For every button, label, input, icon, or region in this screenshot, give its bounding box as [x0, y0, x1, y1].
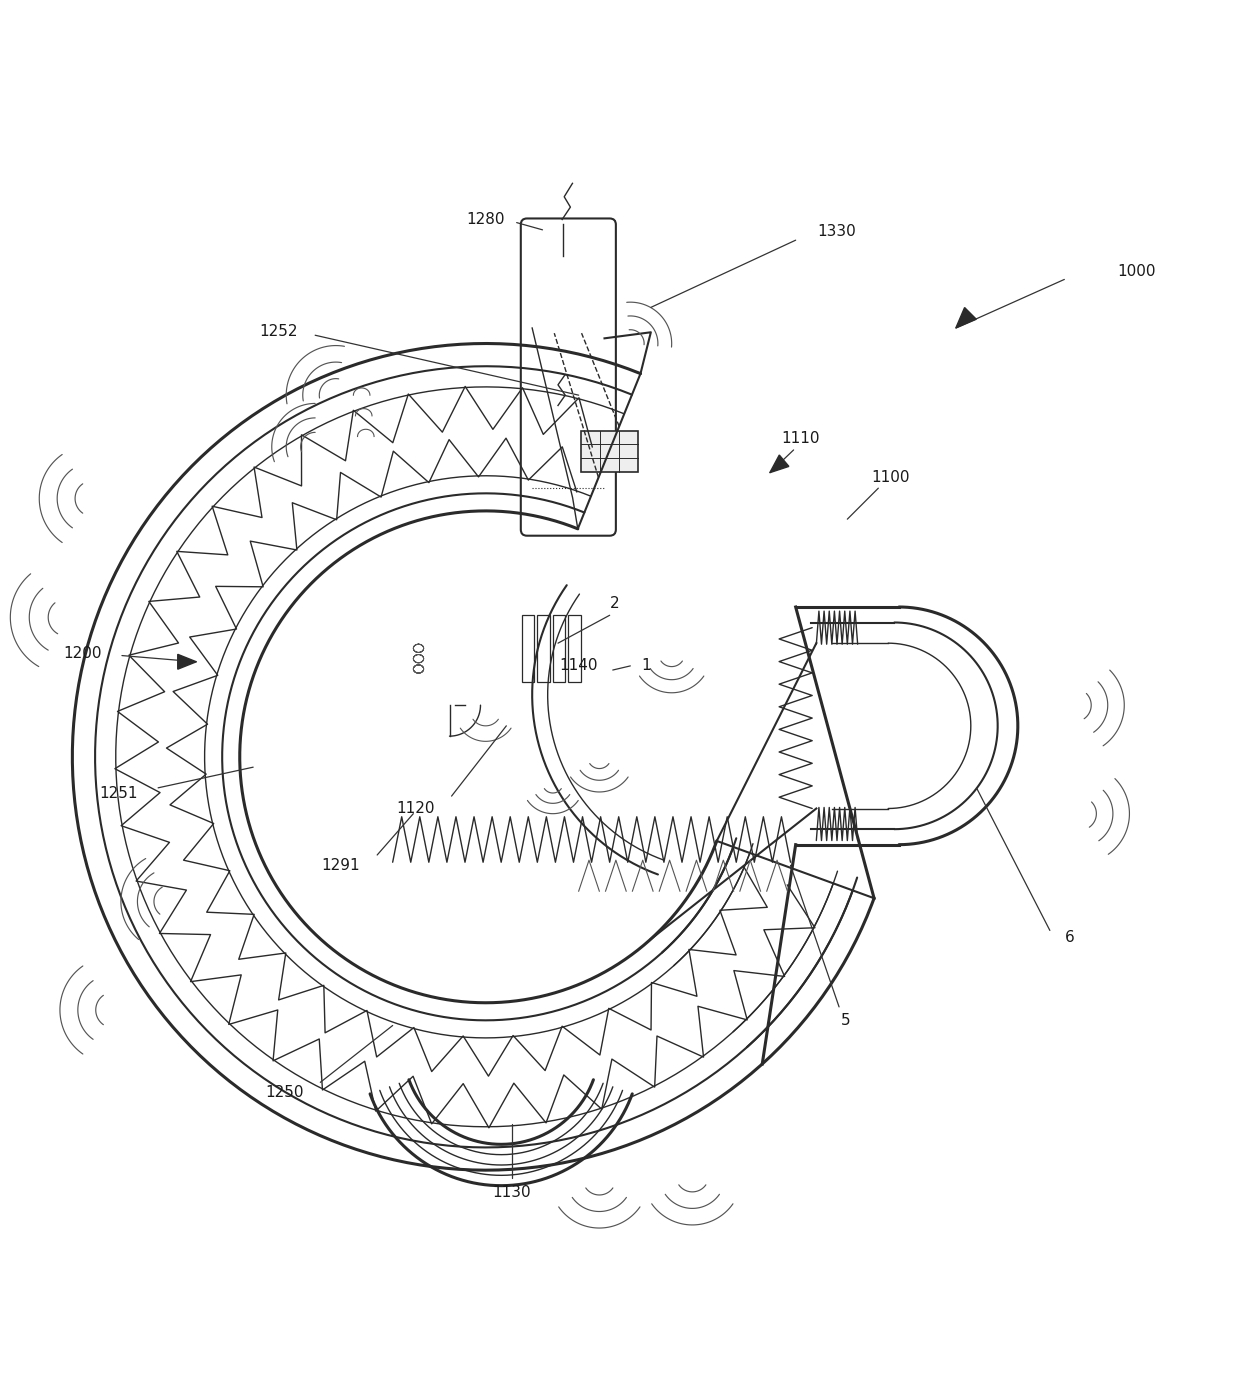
Polygon shape: [770, 455, 789, 473]
Text: 1252: 1252: [259, 323, 299, 339]
Bar: [537, 615, 549, 682]
Text: 1000: 1000: [1117, 263, 1156, 279]
Text: 1251: 1251: [99, 785, 138, 801]
Text: 1: 1: [641, 658, 651, 673]
Bar: [522, 615, 534, 682]
Text: 1200: 1200: [63, 645, 102, 661]
Text: 1140: 1140: [559, 658, 598, 673]
Text: 1291: 1291: [321, 858, 361, 872]
Text: 1250: 1250: [265, 1085, 304, 1100]
Text: 1130: 1130: [492, 1186, 531, 1200]
Text: 5: 5: [841, 1012, 851, 1028]
Text: 1120: 1120: [396, 801, 435, 816]
Bar: [580, 431, 637, 472]
Bar: [553, 615, 565, 682]
Text: 1280: 1280: [466, 211, 505, 227]
Polygon shape: [177, 654, 196, 669]
FancyBboxPatch shape: [521, 218, 616, 536]
Text: 2: 2: [610, 596, 620, 612]
Text: 6: 6: [1065, 930, 1074, 945]
Polygon shape: [956, 308, 976, 328]
Bar: [568, 615, 580, 682]
Text: 1100: 1100: [872, 470, 910, 486]
Text: 1110: 1110: [781, 431, 820, 447]
Text: 1330: 1330: [817, 224, 857, 239]
